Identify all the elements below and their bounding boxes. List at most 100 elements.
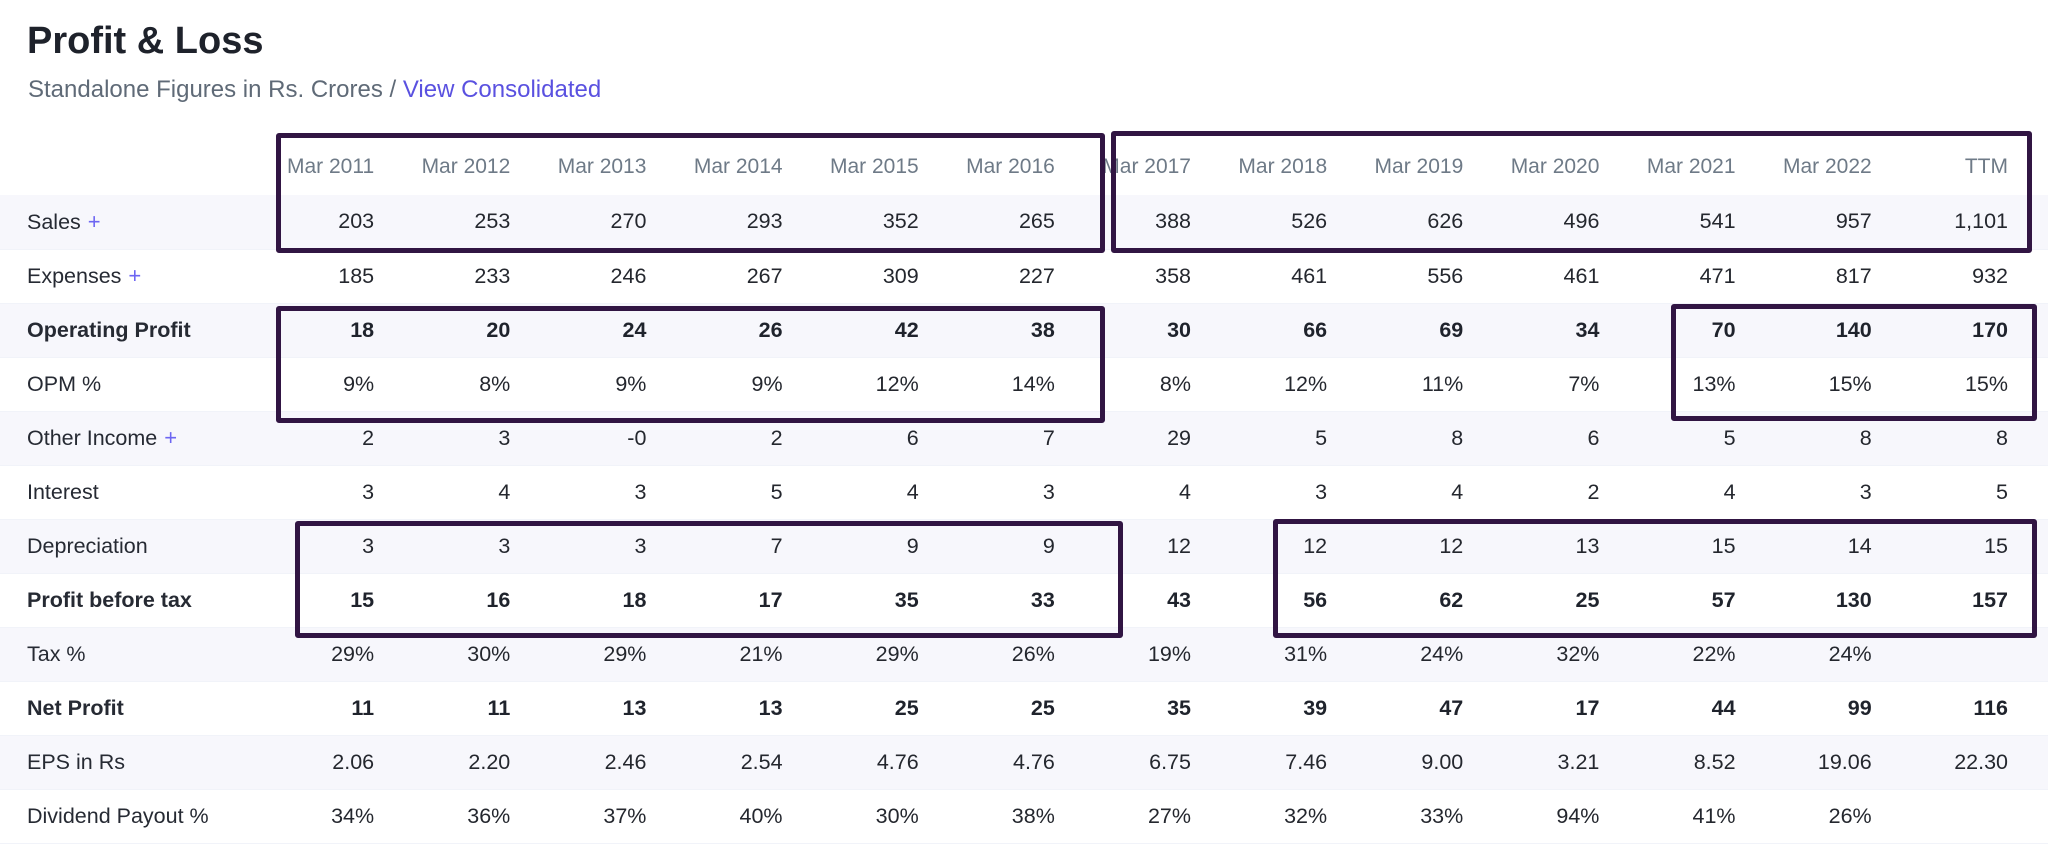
cell: 253 <box>414 195 551 250</box>
column-header: Mar 2012 <box>421 154 511 178</box>
cell: 817 <box>1775 249 1912 304</box>
cell: 3.21 <box>1503 735 1640 790</box>
cell: 25 <box>958 680 1095 736</box>
cell: 34 <box>1503 302 1640 358</box>
row-label-cell[interactable]: Expenses + <box>0 249 278 304</box>
row-label-cell[interactable]: Other Income + <box>0 411 278 466</box>
cell: 13% <box>1639 357 1776 412</box>
cell: 8 <box>1775 411 1912 466</box>
column-header: Mar 2013 <box>557 154 647 178</box>
subtitle: Standalone Figures in Rs. Crores / View … <box>28 76 601 104</box>
row-label-cell: Dividend Payout % <box>0 789 278 844</box>
cell: 9 <box>958 519 1095 574</box>
cell: 170 <box>1911 302 2048 358</box>
expand-icon[interactable]: + <box>164 425 178 450</box>
cell: 1,101 <box>1911 195 2048 250</box>
cell: 4 <box>822 465 959 520</box>
cell: 265 <box>958 195 1095 250</box>
cell: 227 <box>958 249 1095 304</box>
cell: 626 <box>1367 195 1504 250</box>
cell: 3 <box>414 519 551 574</box>
column-header: Mar 2011 <box>286 154 375 178</box>
cell: 2 <box>686 411 823 466</box>
row-label: Expenses <box>27 264 122 288</box>
row-label-cell: Tax % <box>0 627 278 682</box>
row-label-cell: Net Profit <box>0 680 278 736</box>
column-header: Mar 2019 <box>1374 154 1464 178</box>
cell: -0 <box>550 411 687 466</box>
table-row: Tax % 29% 30% 29% 21% 29% 26% 19% 31% 24% 32% 22% 24… <box>0 627 2048 682</box>
cell: 461 <box>1503 249 1640 304</box>
cell: 32% <box>1503 627 1640 682</box>
table-header-row: Mar 2011 Mar 2012 Mar 2013 Mar 2014 Mar 2015… <box>0 138 2048 195</box>
cell: 309 <box>822 249 959 304</box>
cell: 94% <box>1503 789 1640 844</box>
column-header: Mar 2014 <box>693 154 783 178</box>
table-row: Interest 3 4 3 5 4 3 4 3 4 2 4 3 5 <box>0 465 2048 520</box>
row-label: Tax % <box>27 641 86 666</box>
cell: 9% <box>278 357 415 412</box>
cell: 8% <box>414 357 551 412</box>
cell: 18 <box>550 572 687 628</box>
cell: 15 <box>1911 519 2048 574</box>
cell: 29 <box>1094 411 1231 466</box>
cell: 8% <box>1094 357 1231 412</box>
cell: 30 <box>1094 302 1231 358</box>
table-row: Sales +203 253 270 293 352 265 388 526 626 496 541 9… <box>0 195 2048 250</box>
cell: 12% <box>1230 357 1368 412</box>
cell: 3 <box>1775 465 1912 520</box>
cell: 4 <box>1094 465 1231 520</box>
cell: 14 <box>1775 519 1912 574</box>
cell: 267 <box>686 249 823 304</box>
table-row: Operating Profit 18 20 24 26 42 38 30 66 69 34 70 14… <box>0 302 2048 358</box>
cell: 12 <box>1230 519 1368 574</box>
cell: 9% <box>686 357 823 412</box>
cell: 17 <box>686 572 823 628</box>
cell: 4 <box>1367 465 1504 520</box>
cell: 15% <box>1775 357 1912 412</box>
row-label-cell: Interest <box>0 465 278 520</box>
page-title: Profit & Loss <box>27 20 264 62</box>
cell: 29% <box>550 627 687 682</box>
cell: 31% <box>1230 627 1368 682</box>
cell: 12 <box>1367 519 1504 574</box>
cell: 3 <box>550 519 687 574</box>
cell: 2.46 <box>550 735 687 790</box>
column-header: Mar 2016 <box>966 154 1055 178</box>
cell: 24% <box>1367 627 1504 682</box>
cell: 270 <box>550 195 687 250</box>
row-label-cell: EPS in Rs <box>0 735 278 790</box>
cell: 2 <box>278 411 415 466</box>
cell: 62 <box>1367 572 1504 628</box>
cell: 44 <box>1639 680 1776 736</box>
cell: 352 <box>822 195 959 250</box>
expand-icon[interactable]: + <box>87 208 101 234</box>
cell: 30% <box>414 627 551 682</box>
cell: 471 <box>1639 249 1776 304</box>
cell <box>1911 627 2048 682</box>
cell: 9 <box>822 519 959 574</box>
cell: 6 <box>822 411 959 466</box>
cell: 233 <box>414 249 551 304</box>
cell: 185 <box>278 249 415 304</box>
table-row: Other Income +2 3 -0 2 6 7 29 5 8 6 5 8 8 <box>0 411 2048 466</box>
cell: 526 <box>1230 195 1368 250</box>
view-consolidated-link[interactable]: View Consolidated <box>402 76 602 103</box>
row-label-cell[interactable]: Sales + <box>0 195 278 250</box>
cell: 99 <box>1775 680 1912 736</box>
cell: 6 <box>1503 411 1640 466</box>
row-label: Depreciation <box>27 533 148 558</box>
cell: 9.00 <box>1367 735 1504 790</box>
cell: 24 <box>550 302 687 358</box>
cell: 2 <box>1503 465 1640 520</box>
expand-icon[interactable]: + <box>128 263 142 288</box>
cell: 11 <box>278 680 415 736</box>
cell: 5 <box>686 465 823 520</box>
cell: 8 <box>1367 411 1504 466</box>
cell: 2.54 <box>686 735 823 790</box>
row-label: Net Profit <box>27 695 124 720</box>
row-label: Sales <box>27 209 81 234</box>
row-label-cell: Depreciation <box>0 519 278 574</box>
cell: 35 <box>1094 680 1231 736</box>
cell: 69 <box>1367 302 1504 358</box>
